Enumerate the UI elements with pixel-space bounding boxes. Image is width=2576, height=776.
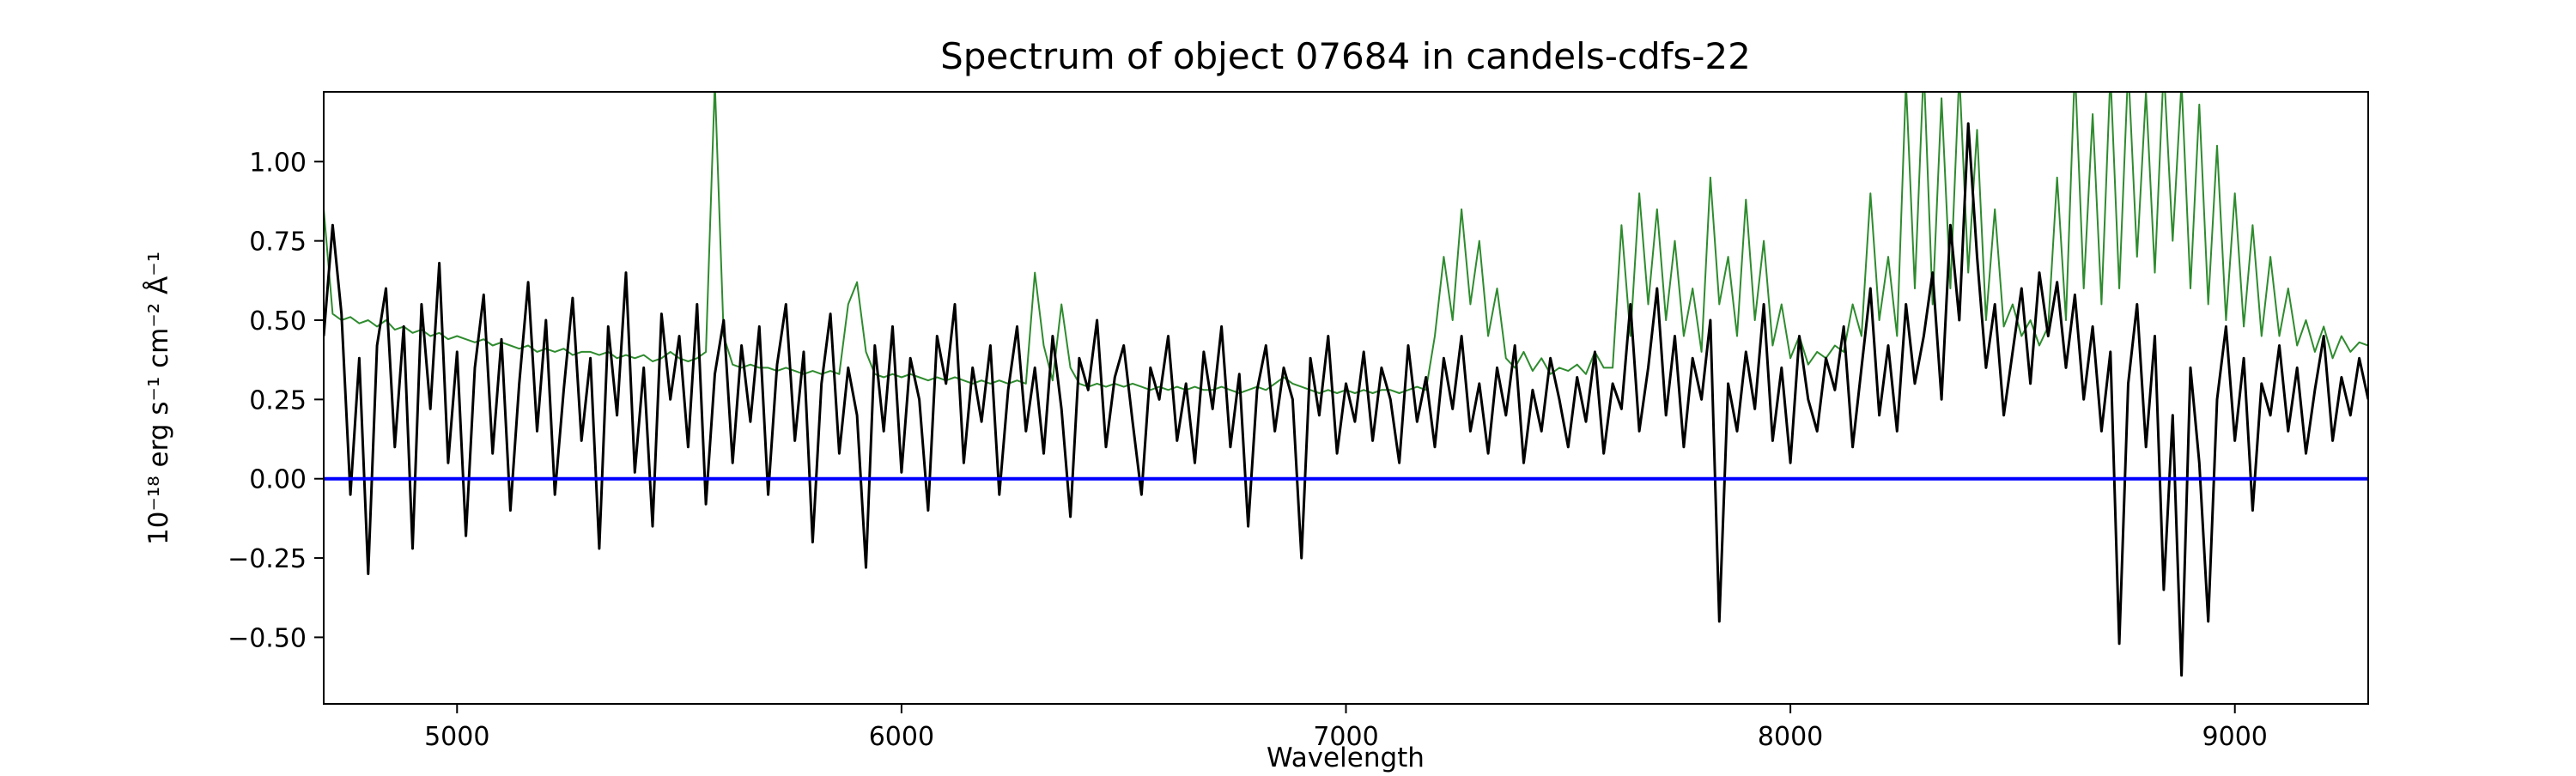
y-axis-ticks: −0.50 −0.25 0.00 0.25 0.50 0.75 1.00 (228, 148, 324, 653)
y-tick-label: 0.00 (249, 465, 307, 495)
y-tick-label: −0.25 (228, 544, 307, 574)
y-tick-label: −0.50 (228, 623, 307, 653)
y-tick-label: 1.00 (249, 148, 307, 178)
flux-line (324, 122, 2368, 677)
y-tick-label: 0.75 (249, 227, 307, 258)
x-tick-label: 7000 (1313, 722, 1378, 752)
series-group (324, 92, 2368, 677)
x-axis-label: Wavelength (1267, 743, 1425, 773)
y-tick-label: 0.25 (249, 385, 307, 415)
y-axis-label: 10⁻¹⁸ erg s⁻¹ cm⁻² Å⁻¹ (143, 252, 174, 545)
x-tick-label: 9000 (2202, 722, 2268, 752)
chart-title: Spectrum of object 07684 in candels-cdfs… (940, 35, 1751, 77)
x-tick-label: 8000 (1758, 722, 1823, 752)
x-tick-label: 6000 (869, 722, 934, 752)
y-tick-label: 0.50 (249, 306, 307, 336)
x-axis-ticks: 5000 6000 7000 8000 9000 (424, 704, 2268, 752)
plot-area (324, 92, 2368, 704)
x-tick-label: 5000 (424, 722, 489, 752)
